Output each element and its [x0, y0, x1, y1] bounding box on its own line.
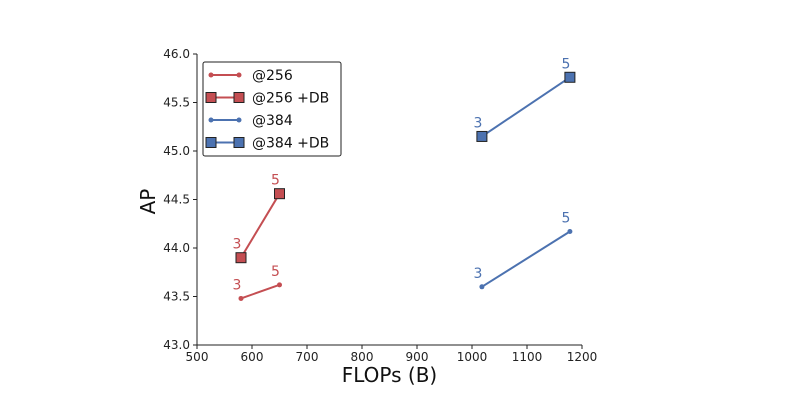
- y-tick-label: 44.0: [163, 241, 190, 255]
- x-tick-label: 900: [406, 350, 429, 364]
- legend-marker: [236, 117, 242, 123]
- series-line-384-db: [481, 76, 571, 138]
- x-tick-label: 1200: [567, 350, 598, 364]
- legend-marker: [208, 117, 214, 123]
- y-tick-label: 43.0: [163, 338, 190, 352]
- data-point-256-db: [274, 188, 285, 200]
- point-annotation: 5: [561, 56, 570, 72]
- x-tick-label: 1100: [512, 350, 543, 364]
- point-annotations: 3 5 3 5 3 5 3 5: [233, 56, 571, 293]
- legend-label: @384 +DB: [252, 136, 329, 152]
- series-layer: [235, 71, 576, 301]
- series-line-256-db: [240, 193, 281, 259]
- series-line-256: [240, 283, 280, 300]
- legend-label: @384: [252, 113, 293, 129]
- point-annotation: 3: [233, 237, 242, 253]
- data-point-384: [567, 229, 573, 235]
- data-point-384-db: [564, 71, 576, 83]
- x-ticks: 500 600 700 800 900 1000 1100 1200: [186, 345, 598, 364]
- point-annotation: 3: [233, 277, 242, 293]
- y-tick-label: 43.5: [163, 290, 190, 304]
- data-point-256-db: [235, 252, 247, 264]
- legend-marker: [233, 92, 245, 103]
- legend: @256 @256 +DB @384 @384 +DB: [202, 61, 342, 157]
- point-annotation: 5: [271, 173, 280, 189]
- series-line-384: [481, 230, 571, 288]
- x-tick-label: 600: [241, 350, 264, 364]
- data-point-384-db: [476, 130, 488, 142]
- y-tick-label: 45.5: [163, 96, 190, 110]
- point-annotation: 5: [271, 264, 280, 280]
- x-tick-label: 700: [296, 350, 319, 364]
- y-axis-title: AP: [136, 189, 160, 215]
- y-tick-label: 44.5: [163, 193, 190, 207]
- legend-label: @256 +DB: [252, 91, 329, 107]
- y-tick-label: 46.0: [163, 47, 190, 61]
- data-point-256: [277, 282, 282, 288]
- legend-items: @256 @256 +DB @384 @384 +DB: [205, 68, 329, 152]
- y-tick-label: 45.0: [163, 144, 190, 158]
- point-annotation: 3: [473, 266, 482, 282]
- data-point-384: [479, 284, 485, 290]
- x-tick-label: 1000: [457, 350, 488, 364]
- data-point-256: [238, 295, 244, 301]
- legend-marker: [208, 72, 214, 78]
- legend-box: [202, 61, 342, 157]
- legend-marker: [205, 92, 217, 103]
- legend-marker: [205, 137, 217, 148]
- x-tick-label: 800: [351, 350, 374, 364]
- x-axis-title: FLOPs (B): [342, 363, 438, 387]
- x-tick-label: 500: [186, 350, 209, 364]
- point-annotation: 3: [473, 115, 482, 131]
- legend-marker: [233, 137, 245, 148]
- y-ticks: 43.0 43.5 44.0 44.5 45.0 45.5 46.0: [163, 47, 197, 352]
- legend-label: @256: [252, 68, 293, 84]
- legend-marker: [236, 72, 242, 78]
- point-annotation: 5: [561, 211, 570, 227]
